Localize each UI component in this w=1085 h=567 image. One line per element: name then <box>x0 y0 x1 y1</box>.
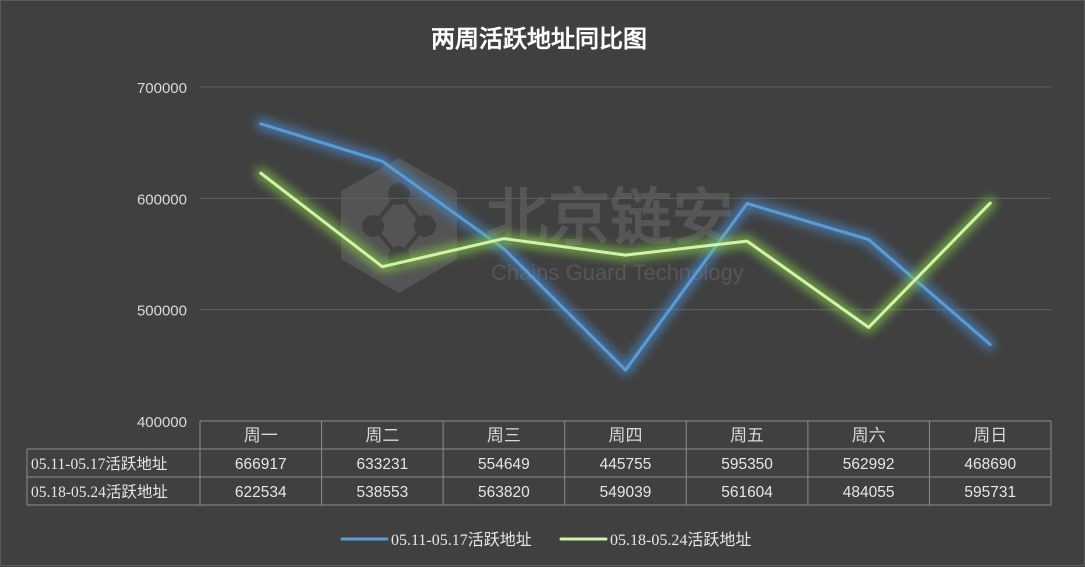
table-series-name: 05.11-05.17活跃地址 <box>31 455 167 473</box>
data-label: 554649 <box>478 456 530 473</box>
series-line-2 <box>259 171 992 329</box>
chart-title: 两周活跃地址同比图 <box>431 24 647 53</box>
data-label: 563820 <box>478 484 530 501</box>
legend-label-2: 05.18-05.24活跃地址 <box>610 531 751 549</box>
data-label: 468690 <box>964 456 1016 473</box>
legend-label-1: 05.11-05.17活跃地址 <box>391 531 532 549</box>
data-label: 538553 <box>356 484 408 501</box>
x-tick-label: 周日 <box>973 426 1007 446</box>
y-tick-label: 500000 <box>137 303 187 320</box>
data-label: 445755 <box>600 456 652 473</box>
x-tick-label: 周二 <box>365 426 399 446</box>
series-lines <box>255 118 996 376</box>
x-tick-label: 周五 <box>730 426 764 446</box>
y-tick-label: 700000 <box>137 80 187 97</box>
data-label: 561604 <box>721 484 773 501</box>
x-tick-label: 周六 <box>852 426 886 446</box>
table-series-name: 05.18-05.24活跃地址 <box>31 483 168 501</box>
data-label: 549039 <box>600 484 652 501</box>
x-tick-label: 周一 <box>244 426 278 446</box>
data-label: 595350 <box>721 456 773 473</box>
legend: 05.11-05.17活跃地址 05.18-05.24活跃地址 <box>340 531 751 549</box>
data-label: 562992 <box>843 456 895 473</box>
data-label: 666917 <box>235 456 287 473</box>
y-axis-tick-labels: 700000 600000 500000 400000 <box>137 80 187 431</box>
x-tick-label: 周三 <box>487 426 521 446</box>
series-line-1 <box>259 122 992 372</box>
data-label: 595731 <box>964 484 1016 501</box>
data-label: 484055 <box>843 484 895 501</box>
data-label: 633231 <box>356 456 408 473</box>
x-tick-label: 周四 <box>609 426 643 446</box>
y-tick-label: 600000 <box>137 191 187 208</box>
data-label: 622534 <box>235 484 287 501</box>
data-table: 周一 周二 周三 周四 周五 周六 周日 05.11-05.17活跃地址 666917 63323… <box>26 420 1052 506</box>
y-tick-label: 400000 <box>137 414 187 431</box>
